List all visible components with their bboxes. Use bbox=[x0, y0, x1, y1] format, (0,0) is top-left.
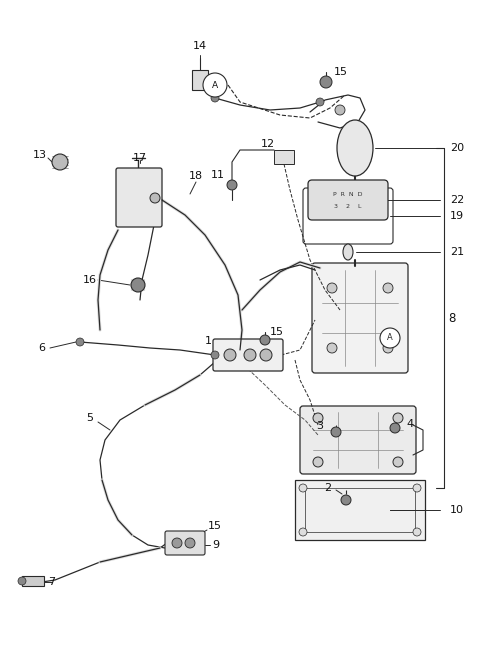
Circle shape bbox=[299, 528, 307, 536]
Circle shape bbox=[260, 335, 270, 345]
FancyBboxPatch shape bbox=[308, 180, 388, 220]
FancyBboxPatch shape bbox=[165, 531, 205, 555]
Text: 8: 8 bbox=[448, 312, 456, 325]
Circle shape bbox=[383, 283, 393, 293]
Circle shape bbox=[299, 484, 307, 492]
Circle shape bbox=[327, 283, 337, 293]
Circle shape bbox=[150, 193, 160, 203]
Text: 13: 13 bbox=[33, 150, 47, 160]
Circle shape bbox=[224, 349, 236, 361]
Text: A: A bbox=[212, 81, 218, 89]
Circle shape bbox=[320, 76, 332, 88]
Text: 17: 17 bbox=[133, 153, 147, 163]
Text: 12: 12 bbox=[261, 139, 275, 149]
Circle shape bbox=[390, 423, 400, 433]
Circle shape bbox=[383, 343, 393, 353]
Text: 16: 16 bbox=[83, 275, 97, 285]
Text: 22: 22 bbox=[450, 195, 464, 205]
Bar bbox=[305, 488, 415, 532]
Text: 19: 19 bbox=[450, 211, 464, 221]
Bar bbox=[22, 576, 44, 586]
Circle shape bbox=[185, 538, 195, 548]
Circle shape bbox=[393, 457, 403, 467]
Circle shape bbox=[244, 349, 256, 361]
Text: 1: 1 bbox=[204, 336, 212, 346]
Text: 6: 6 bbox=[38, 343, 46, 353]
Text: 18: 18 bbox=[189, 171, 203, 181]
FancyBboxPatch shape bbox=[213, 339, 283, 371]
Circle shape bbox=[260, 349, 272, 361]
Circle shape bbox=[203, 73, 227, 97]
FancyBboxPatch shape bbox=[116, 168, 162, 227]
Circle shape bbox=[413, 484, 421, 492]
Bar bbox=[295, 480, 425, 540]
Circle shape bbox=[380, 328, 400, 348]
Bar bbox=[274, 150, 294, 164]
Circle shape bbox=[413, 528, 421, 536]
Bar bbox=[192, 70, 208, 90]
Text: 15: 15 bbox=[270, 327, 284, 337]
Text: 9: 9 bbox=[212, 540, 219, 550]
Text: 2: 2 bbox=[324, 483, 332, 493]
Circle shape bbox=[18, 577, 26, 585]
Circle shape bbox=[327, 343, 337, 353]
FancyBboxPatch shape bbox=[312, 263, 408, 373]
Circle shape bbox=[331, 427, 341, 437]
Circle shape bbox=[316, 98, 324, 106]
Circle shape bbox=[172, 538, 182, 548]
Text: 21: 21 bbox=[450, 247, 464, 257]
Text: 4: 4 bbox=[407, 419, 414, 429]
Ellipse shape bbox=[337, 120, 373, 176]
Text: 15: 15 bbox=[334, 67, 348, 77]
Circle shape bbox=[313, 457, 323, 467]
Text: 10: 10 bbox=[450, 505, 464, 515]
Ellipse shape bbox=[343, 244, 353, 260]
FancyBboxPatch shape bbox=[300, 406, 416, 474]
Circle shape bbox=[211, 94, 219, 102]
Circle shape bbox=[335, 105, 345, 115]
Circle shape bbox=[341, 495, 351, 505]
Text: 7: 7 bbox=[48, 577, 56, 587]
Text: 3    2    L: 3 2 L bbox=[334, 203, 362, 209]
Text: 15: 15 bbox=[208, 521, 222, 531]
Circle shape bbox=[227, 180, 237, 190]
Circle shape bbox=[313, 413, 323, 423]
Text: P  R  N  D: P R N D bbox=[333, 192, 363, 197]
Circle shape bbox=[211, 351, 219, 359]
Text: 5: 5 bbox=[86, 413, 94, 423]
Text: 11: 11 bbox=[211, 170, 225, 180]
Text: 3: 3 bbox=[316, 421, 324, 431]
Circle shape bbox=[52, 154, 68, 170]
Text: 14: 14 bbox=[193, 41, 207, 51]
Circle shape bbox=[131, 278, 145, 292]
Text: 20: 20 bbox=[450, 143, 464, 153]
Text: A: A bbox=[387, 333, 393, 342]
Circle shape bbox=[393, 413, 403, 423]
Circle shape bbox=[76, 338, 84, 346]
